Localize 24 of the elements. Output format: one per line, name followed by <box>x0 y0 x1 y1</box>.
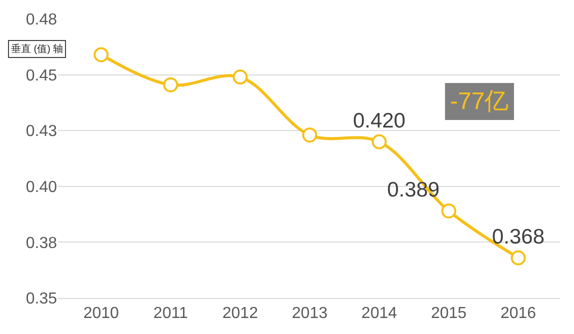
point <box>510 250 526 266</box>
point <box>372 134 387 150</box>
x-tick-label: 2016 <box>500 305 536 322</box>
point <box>232 70 248 85</box>
y-tick-label: 0.48 <box>26 12 58 29</box>
annotation: -77亿 <box>450 88 509 115</box>
x-tick-label: 2011 <box>153 305 188 322</box>
y-tick-label: 0.45 <box>26 67 58 84</box>
y-tick-label: 0.38 <box>26 234 58 252</box>
annotation: 垂直 (值) 轴 <box>11 43 64 55</box>
point <box>163 77 178 92</box>
y-tick-label: 0.43 <box>26 123 58 140</box>
point <box>302 128 318 143</box>
x-tick-label: 2012 <box>222 305 258 322</box>
x-tick-label: 2014 <box>361 305 398 322</box>
y-tick-label: 0.40 <box>26 179 58 196</box>
x-tick-label: 2010 <box>83 305 120 322</box>
data-label: 0.420 <box>352 109 406 132</box>
point <box>441 203 456 218</box>
point <box>94 47 109 62</box>
data-label: 0.368 <box>492 225 545 248</box>
x-tick-label: 2013 <box>292 305 328 322</box>
x-tick-label: 2015 <box>430 305 467 322</box>
y-tick-label: 0.35 <box>26 290 58 308</box>
